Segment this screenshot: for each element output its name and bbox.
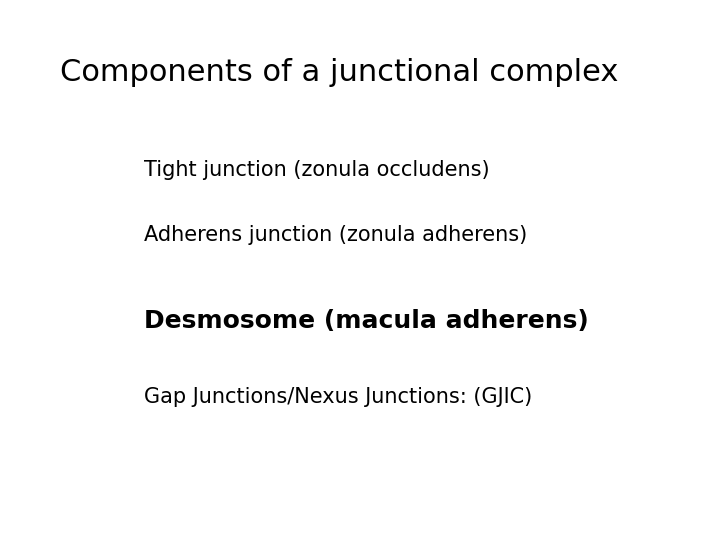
Text: Tight junction (zonula occludens): Tight junction (zonula occludens): [144, 160, 490, 180]
Text: Gap Junctions/Nexus Junctions: (GJIC): Gap Junctions/Nexus Junctions: (GJIC): [144, 387, 532, 407]
Text: Components of a junctional complex: Components of a junctional complex: [60, 58, 618, 87]
Text: Desmosome (macula adherens): Desmosome (macula adherens): [144, 309, 589, 333]
Text: Adherens junction (zonula adherens): Adherens junction (zonula adherens): [144, 225, 527, 245]
